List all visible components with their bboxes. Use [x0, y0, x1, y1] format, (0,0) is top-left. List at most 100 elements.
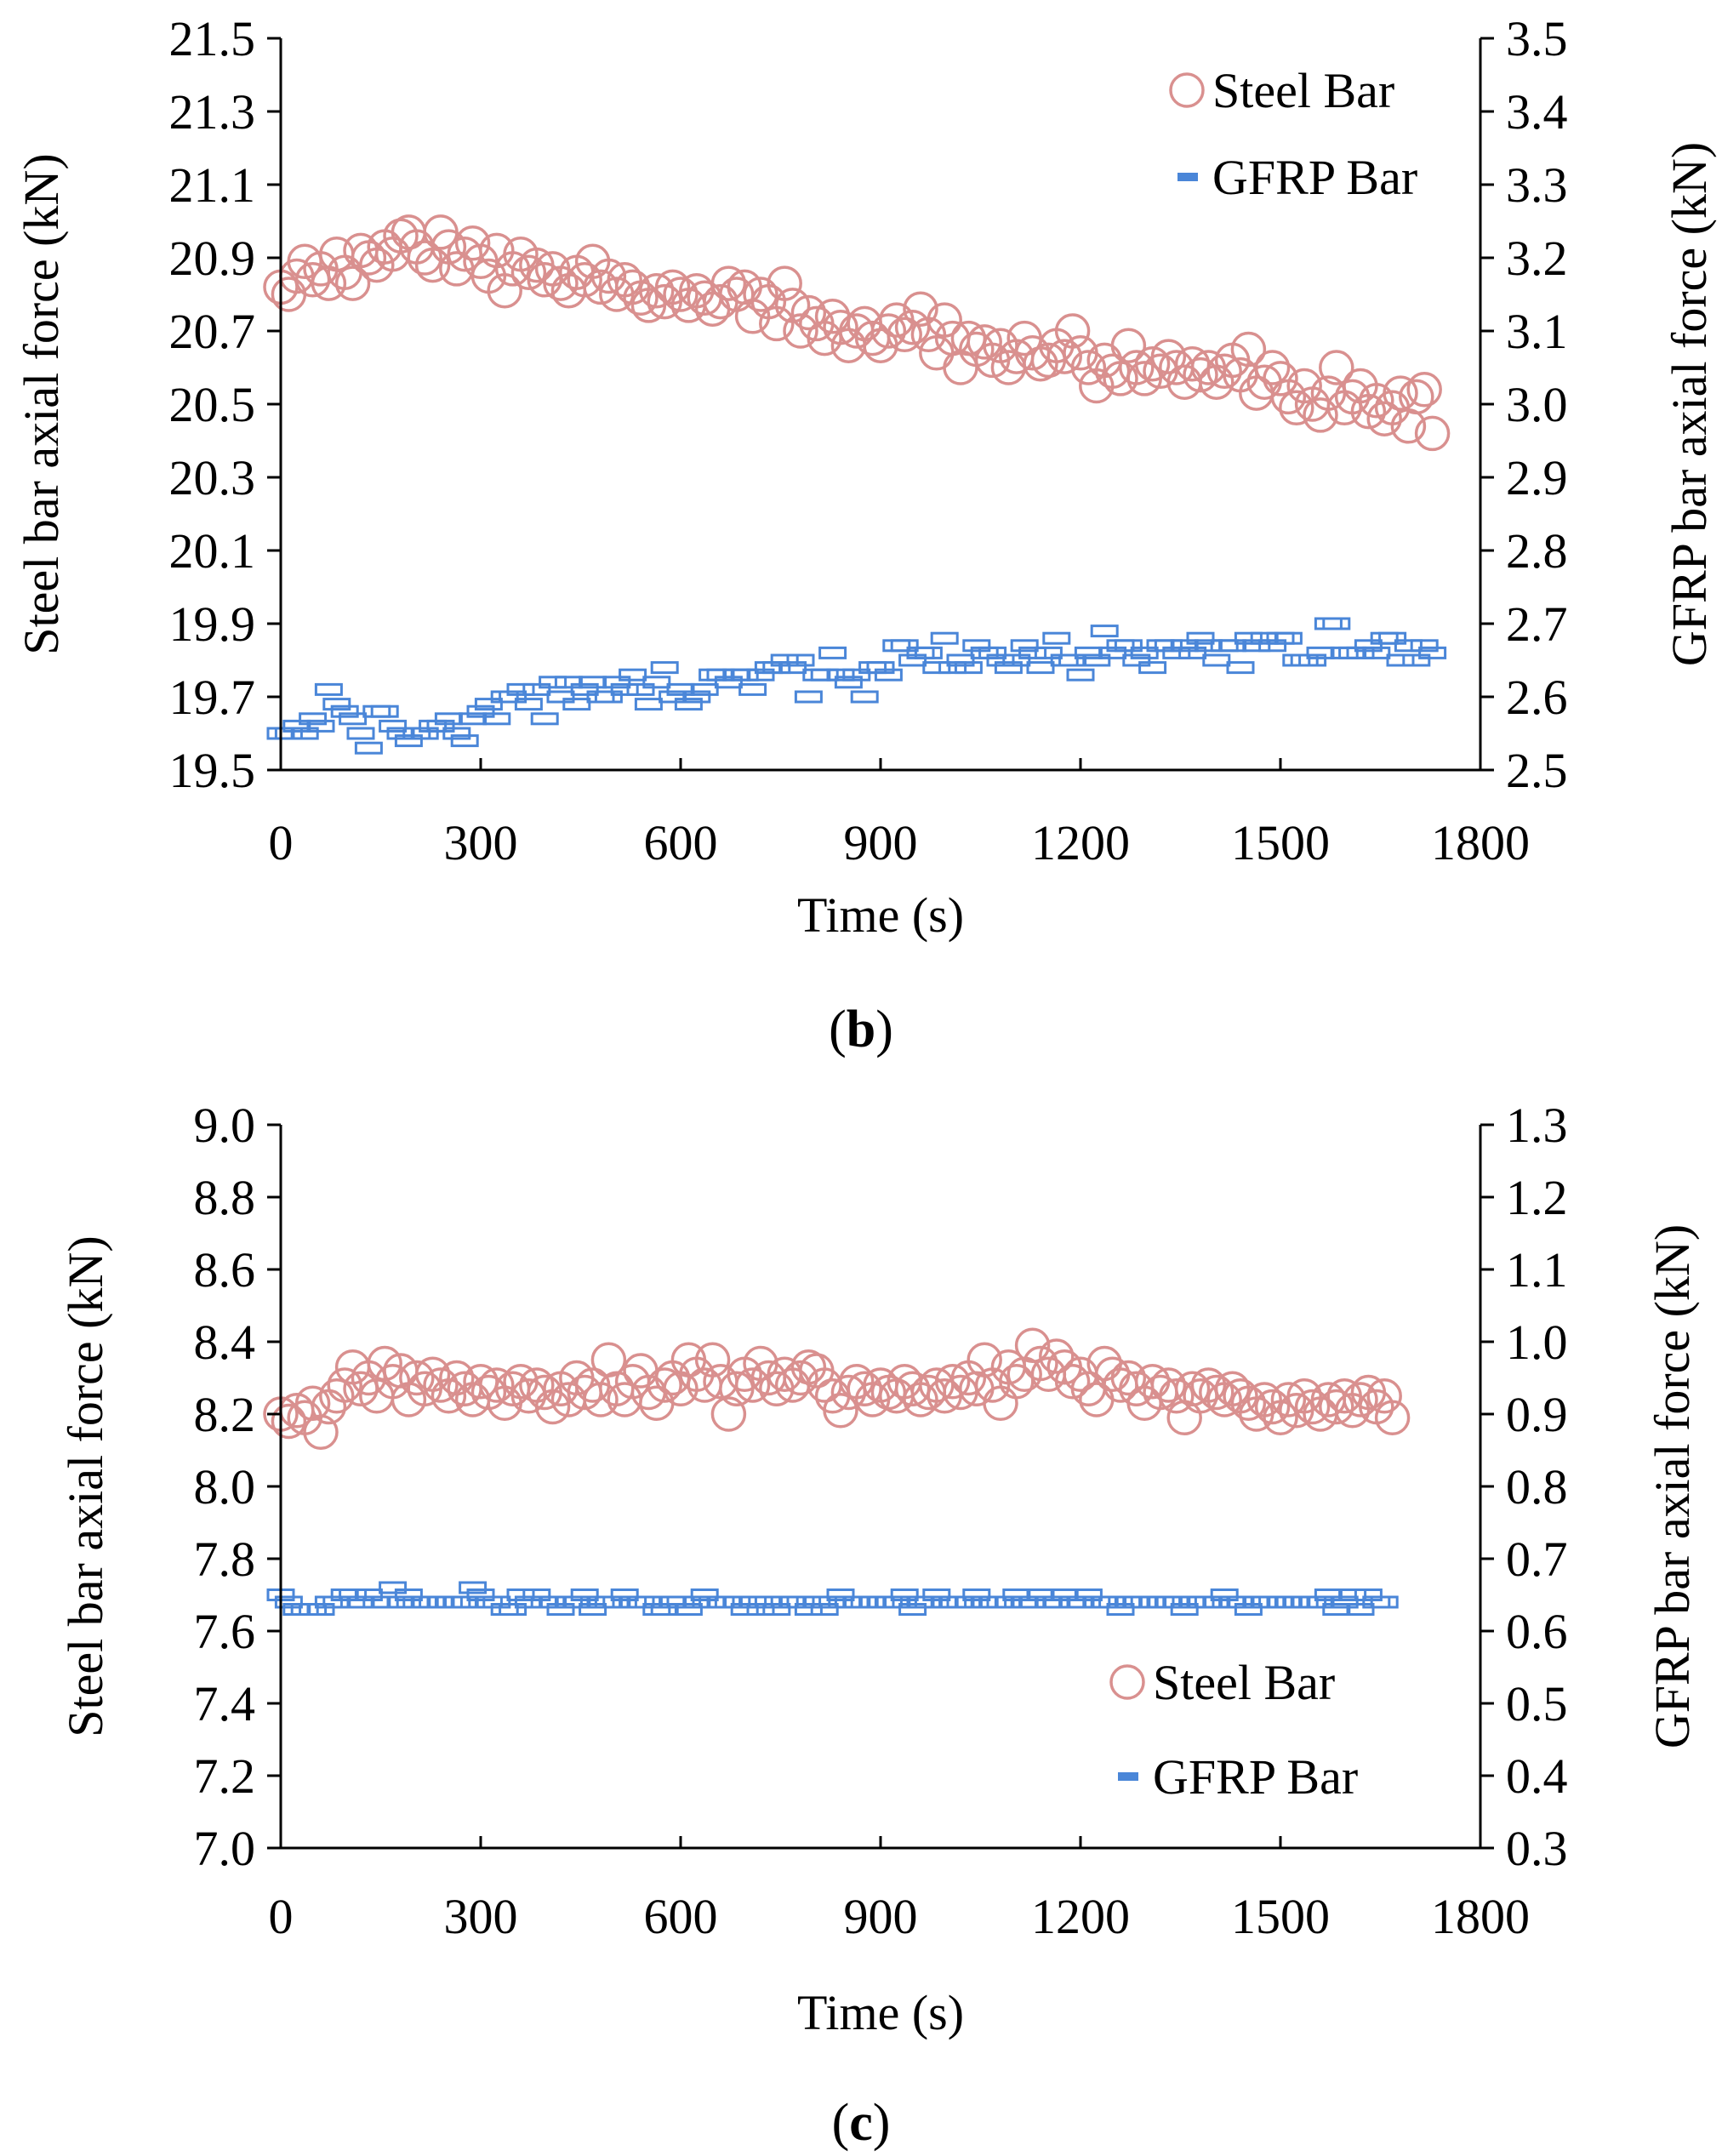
- data-point: [1058, 1595, 1087, 1609]
- data-point: [1199, 1374, 1234, 1411]
- panel-label-letter: c: [849, 2094, 873, 2152]
- data-point: [927, 302, 962, 338]
- data-point: [754, 1595, 783, 1609]
- data-point: [1074, 1588, 1103, 1601]
- data-point: [842, 668, 871, 682]
- data-point: [1206, 1382, 1242, 1417]
- data-point: [1002, 1588, 1031, 1601]
- y-tick-left-label: 7.0: [194, 1821, 256, 1876]
- data-point: [650, 1603, 679, 1616]
- data-point: [1170, 639, 1199, 653]
- data-point: [1166, 1400, 1202, 1435]
- data-point: [474, 698, 503, 711]
- data-point: [430, 229, 467, 265]
- legend: Steel Bar GFRP Bar: [1109, 1655, 1358, 1805]
- data-point: [570, 1588, 599, 1601]
- data-point: [399, 1360, 435, 1396]
- data-point: [690, 1588, 719, 1601]
- data-point: [579, 676, 607, 689]
- x-axis-title: Time (s): [797, 887, 964, 943]
- data-point: [579, 1603, 607, 1616]
- data-point: [1362, 1595, 1391, 1609]
- data-point: [1026, 661, 1055, 675]
- data-point: [970, 1595, 999, 1609]
- data-point: [1162, 1595, 1191, 1609]
- data-point: [823, 1393, 858, 1429]
- data-point: [783, 1360, 818, 1396]
- data-point: [1306, 646, 1335, 659]
- data-point: [1374, 1400, 1411, 1435]
- data-point: [770, 653, 799, 667]
- data-point: [594, 1595, 623, 1609]
- data-point: [690, 682, 719, 696]
- data-point: [1178, 1595, 1207, 1609]
- data-point: [586, 1595, 615, 1609]
- y-tick-left-label: 8.8: [194, 1170, 256, 1225]
- data-point: [1359, 382, 1394, 419]
- data-point: [818, 1595, 847, 1609]
- x-tick-label: 600: [644, 1889, 718, 1944]
- data-point: [890, 1588, 919, 1601]
- y-tick-right-label: 0.3: [1506, 1821, 1568, 1876]
- data-point: [898, 653, 927, 667]
- data-point: [314, 1595, 343, 1609]
- y-tick-left-label: 21.1: [169, 157, 256, 213]
- data-point: [1130, 646, 1159, 659]
- data-point: [402, 1595, 431, 1609]
- data-point: [1266, 631, 1295, 645]
- data-point: [1183, 356, 1218, 393]
- data-point: [1306, 1595, 1335, 1609]
- data-point: [1186, 1595, 1215, 1609]
- data-point: [850, 690, 879, 704]
- data-point: [339, 1588, 368, 1601]
- data-point: [1399, 379, 1434, 415]
- data-point: [1154, 639, 1183, 653]
- data-point: [682, 690, 711, 704]
- panel-label-close: ): [873, 2094, 891, 2152]
- data-point: [938, 1595, 967, 1609]
- data-point: [954, 1595, 983, 1609]
- data-point: [1234, 631, 1263, 645]
- data-point: [282, 719, 311, 733]
- data-point: [450, 734, 479, 748]
- data-point: [810, 1603, 839, 1616]
- data-point: [1150, 339, 1187, 374]
- data-point: [1170, 1603, 1199, 1616]
- data-point: [271, 1403, 307, 1440]
- data-point: [299, 1603, 328, 1616]
- data-point: [802, 1595, 831, 1609]
- data-point: [1090, 625, 1119, 638]
- data-point: [1010, 639, 1039, 653]
- data-point: [442, 1595, 471, 1609]
- data-point: [619, 668, 647, 682]
- data-point: [1039, 1338, 1075, 1374]
- data-point: [466, 704, 495, 718]
- data-point: [934, 1364, 971, 1400]
- data-point: [1042, 1595, 1071, 1609]
- data-point: [514, 698, 543, 711]
- data-point: [306, 1603, 335, 1616]
- panel-label-open: (: [829, 1001, 847, 1058]
- data-point: [1298, 1595, 1327, 1609]
- x-tick-label: 900: [844, 815, 918, 870]
- data-point: [778, 661, 807, 675]
- data-point: [826, 1588, 855, 1601]
- y-tick-left-label: 8.2: [194, 1387, 256, 1442]
- data-point: [1354, 1588, 1383, 1601]
- series-steel-bar: [263, 214, 1451, 452]
- data-point: [346, 1595, 375, 1609]
- y-tick-right-label: 3.3: [1506, 157, 1568, 213]
- data-point: [1218, 639, 1247, 653]
- y-tick-right-label: 3.4: [1506, 84, 1568, 140]
- data-point: [826, 668, 855, 682]
- data-point: [594, 690, 623, 704]
- data-point: [762, 661, 791, 675]
- data-point: [290, 727, 319, 740]
- data-point: [794, 690, 823, 704]
- data-point: [490, 690, 519, 704]
- data-point: [1346, 1603, 1375, 1616]
- data-point: [834, 676, 863, 689]
- data-point: [1138, 661, 1167, 675]
- data-point: [407, 240, 442, 276]
- data-point: [866, 661, 895, 675]
